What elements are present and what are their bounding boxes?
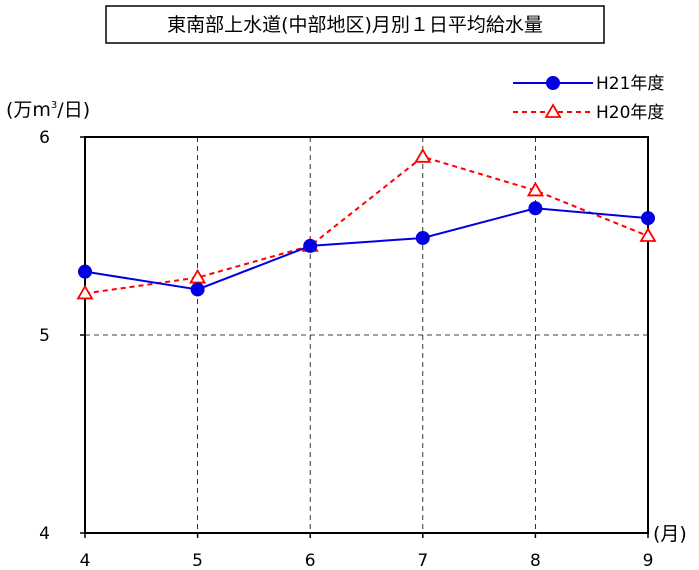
- y-tick-label: 5: [39, 326, 50, 346]
- y-unit-superscript: 3: [51, 100, 57, 111]
- legend-label-h21: H21年度: [596, 74, 664, 94]
- data-point-h21: [415, 230, 430, 245]
- data-point-h20: [526, 181, 544, 197]
- legend-marker-h21: [546, 76, 560, 90]
- y-tick-label: 4: [39, 524, 50, 544]
- data-point-h20: [414, 148, 432, 163]
- x-tick-label: 7: [417, 551, 428, 570]
- x-tick-label: 8: [530, 551, 541, 570]
- x-tick-label: 9: [643, 551, 654, 570]
- x-tick-label: 5: [192, 551, 203, 570]
- legend: H21年度 H20年度: [513, 74, 664, 123]
- x-tick-label: 4: [80, 551, 91, 570]
- data-point-h21: [78, 264, 92, 279]
- chart-title: 東南部上水道(中部地区)月別１日平均給水量: [167, 14, 543, 36]
- data-point-h20: [76, 284, 94, 300]
- legend-marker-h20: [544, 103, 562, 118]
- data-point-h21: [190, 282, 205, 297]
- series-line-h20: [84, 155, 649, 295]
- y-axis-unit-label: (万m3/日): [6, 99, 90, 121]
- data-point-h21: [528, 201, 543, 216]
- y-tick-label: 6: [39, 128, 50, 148]
- series-line-h21: [84, 207, 649, 291]
- chart-title-box: [105, 5, 605, 44]
- x-axis-unit-label: (月): [653, 523, 687, 545]
- y-unit-suffix: /日): [57, 99, 90, 121]
- data-point-h21: [641, 211, 655, 226]
- x-tick-label: 6: [305, 551, 316, 570]
- legend-label-h20: H20年度: [596, 103, 664, 123]
- y-unit-prefix: (万m: [6, 99, 51, 121]
- data-point-h20: [639, 227, 657, 242]
- data-point-h21: [303, 238, 318, 253]
